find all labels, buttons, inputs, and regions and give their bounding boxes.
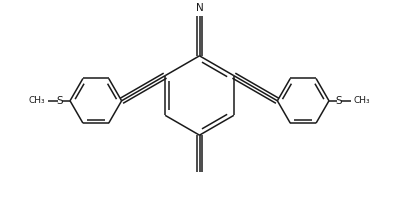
Text: N: N — [196, 3, 203, 13]
Text: S: S — [336, 96, 342, 106]
Text: CH₃: CH₃ — [29, 96, 45, 105]
Text: S: S — [57, 96, 63, 106]
Text: CH₃: CH₃ — [354, 96, 370, 105]
